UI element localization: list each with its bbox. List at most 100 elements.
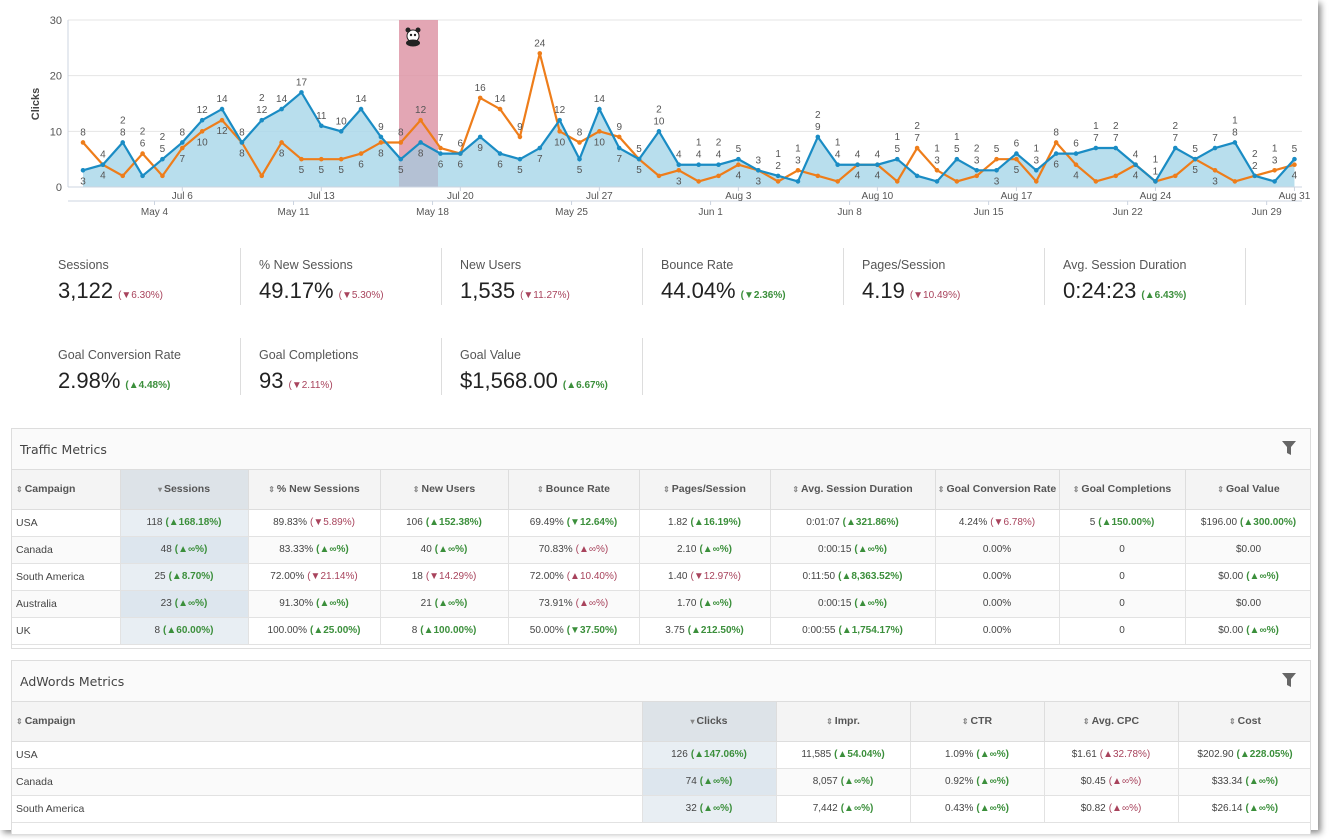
column-header-campaign[interactable]: ⇕ Campaign bbox=[12, 470, 121, 510]
campaign-cell: South America bbox=[12, 794, 643, 823]
kpi-goal-completions: Goal Completions 93 (▼2.11%) bbox=[241, 338, 442, 398]
kpi-label: Goal Value bbox=[460, 348, 521, 362]
column-header-goal-conversion-rate[interactable]: ⇕ Goal Conversion Rate bbox=[934, 470, 1060, 510]
filter-icon[interactable] bbox=[1282, 672, 1296, 688]
cell-value: 21 bbox=[420, 598, 432, 609]
metric-cell: 0:11:50 (▲8,363.52%) bbox=[769, 562, 936, 591]
comparison-x-tick-label: Jun 8 bbox=[837, 207, 862, 218]
kpi--new-sessions: % New Sessions 49.17% (▼5.30%) bbox=[241, 248, 442, 308]
sort-icon: ⇕ bbox=[537, 484, 544, 494]
change-indicator: (▲150.00%) bbox=[1098, 517, 1155, 528]
column-header-goal-completions[interactable]: ⇕ Goal Completions bbox=[1058, 470, 1186, 510]
cell-value: 89.83% bbox=[273, 517, 307, 528]
primary-data-label: 7 bbox=[1093, 133, 1099, 144]
cell-value: 18 bbox=[411, 571, 423, 582]
primary-data-point bbox=[557, 117, 562, 123]
comparison-data-point bbox=[537, 51, 543, 56]
comparison-data-label: 5 bbox=[1192, 165, 1198, 176]
metric-cell: 2.10 (▲∞%) bbox=[638, 535, 771, 564]
primary-data-point bbox=[140, 173, 145, 179]
cell-value: 0:00:15 bbox=[818, 598, 852, 609]
change-indicator: (▲4.48%) bbox=[125, 380, 171, 391]
adwords-metrics-title-bar: AdWords Metrics bbox=[12, 661, 1310, 702]
primary-data-point bbox=[259, 117, 265, 123]
column-header-new-users[interactable]: ⇕ New Users bbox=[379, 470, 509, 510]
column-header-campaign[interactable]: ⇕ Campaign bbox=[12, 702, 643, 742]
primary-data-point bbox=[795, 179, 801, 184]
column-header-avg-cpc[interactable]: ⇕ Avg. CPC bbox=[1043, 702, 1179, 742]
panda-icon[interactable] bbox=[405, 27, 421, 47]
cell-value: 50.00% bbox=[529, 625, 564, 636]
column-header-bounce-rate[interactable]: ⇕ Bounce Rate bbox=[507, 470, 640, 510]
primary-data-label: 3 bbox=[755, 155, 761, 166]
primary-data-point bbox=[458, 151, 463, 156]
comparison-x-tick-label: Jun 29 bbox=[1252, 207, 1282, 218]
primary-data-point bbox=[358, 106, 364, 112]
cell-value: 5 bbox=[1089, 517, 1096, 528]
column-header-impr-[interactable]: ⇕ Impr. bbox=[775, 702, 911, 742]
primary-data-label: 2 bbox=[914, 121, 920, 132]
filter-icon[interactable] bbox=[1282, 440, 1296, 456]
sort-icon: ⇕ bbox=[16, 716, 23, 726]
primary-data-label: 3 bbox=[994, 176, 1000, 187]
column-header-clicks[interactable]: ▾ Clicks bbox=[641, 702, 777, 742]
metric-cell: 73.91% (▲∞%) bbox=[507, 589, 640, 618]
comparison-data-label: 4 bbox=[855, 171, 861, 182]
column-label: Campaign bbox=[24, 714, 76, 727]
change-indicator: (▲32.78%) bbox=[1099, 749, 1151, 760]
column-label: Avg. CPC bbox=[1091, 714, 1140, 727]
table-row[interactable]: USA 126 (▲147.06%) 11,585 (▲54.04%) 1.09% (▲∞%… bbox=[12, 740, 1310, 769]
column-header-ctr[interactable]: ⇕ CTR bbox=[909, 702, 1045, 742]
header-row: ⇕ Campaign ▾ Clicks ⇕ Impr. ⇕ CTR ⇕ Avg. CPC ⇕ Cost bbox=[12, 702, 1310, 742]
metric-cell: 3.75 (▲212.50%) bbox=[638, 616, 771, 645]
column-header-avg-session-duration[interactable]: ⇕ Avg. Session Duration bbox=[769, 470, 936, 510]
y-tick-label: 20 bbox=[50, 71, 62, 83]
comparison-data-point bbox=[180, 145, 185, 151]
cell-value: 48 bbox=[160, 544, 172, 555]
table-row[interactable]: UK 8 (▲60.00%) 100.00% (▲25.00%) 8 (▲100.00%) 5… bbox=[12, 616, 1310, 645]
primary-data-label: 14 bbox=[216, 94, 228, 105]
column-label: Goal Value bbox=[1226, 482, 1280, 495]
divider bbox=[240, 248, 241, 305]
comparison-data-point bbox=[1173, 173, 1178, 179]
primary-data-label: 4 bbox=[1133, 150, 1139, 161]
comparison-data-label: 4 bbox=[1292, 171, 1298, 182]
table-row[interactable]: South America 32 (▲∞%) 7,442 (▲∞%) 0.43% (▲∞%)… bbox=[12, 794, 1310, 823]
primary-data-point bbox=[378, 134, 384, 140]
campaign-cell: UK bbox=[12, 616, 121, 645]
column-header-sessions[interactable]: ▾ Sessions bbox=[119, 470, 249, 510]
primary-data-label: 5 bbox=[1292, 144, 1298, 155]
primary-series-line bbox=[82, 90, 1296, 184]
table-row[interactable]: USA 118 (▲168.18%) 89.83% (▼5.89%) 106 (▲152.3… bbox=[12, 508, 1310, 537]
primary-data-point bbox=[855, 162, 860, 168]
table-row[interactable]: Australia 23 (▲∞%) 91.30% (▲∞%) 21 (▲∞%) 73.91%… bbox=[12, 589, 1310, 618]
primary-data-point bbox=[219, 106, 225, 112]
primary-data-label: 3 bbox=[80, 176, 86, 187]
comparison-data-label: 5 bbox=[1014, 165, 1020, 176]
comparison-data-point bbox=[338, 156, 344, 162]
comparison-data-label: 1 bbox=[894, 132, 900, 143]
primary-data-point bbox=[875, 162, 880, 168]
primary-x-tick-label: Jul 27 bbox=[586, 191, 613, 202]
table-row[interactable]: Canada 74 (▲∞%) 8,057 (▲∞%) 0.92% (▲∞%) $0.45 (▲… bbox=[12, 767, 1310, 796]
metric-cell: 48 (▲∞%) bbox=[119, 535, 249, 564]
primary-data-label: 3 bbox=[1033, 155, 1039, 166]
column-header-pages-session[interactable]: ⇕ Pages/Session bbox=[638, 470, 771, 510]
table-row[interactable]: Canada 48 (▲∞%) 83.33% (▲∞%) 40 (▲∞%) 70.83% (▲∞… bbox=[12, 535, 1310, 564]
column-header--new-sessions[interactable]: ⇕% New Sessions bbox=[247, 470, 381, 510]
cell-value: 126 bbox=[671, 749, 688, 760]
comparison-data-point bbox=[80, 140, 86, 145]
primary-data-label: 12 bbox=[256, 105, 268, 116]
primary-data-label: 7 bbox=[616, 154, 622, 165]
primary-data-label: 11 bbox=[316, 111, 327, 122]
primary-data-label: 5 bbox=[636, 144, 642, 155]
metric-cell: $0.00 (▲∞%) bbox=[1184, 562, 1310, 591]
primary-data-label: 5 bbox=[894, 144, 900, 155]
comparison-data-point bbox=[438, 145, 443, 151]
table-row[interactable]: South America 25 (▲8.70%) 72.00% (▼21.14%) 18… bbox=[12, 562, 1310, 591]
primary-data-point bbox=[1252, 173, 1258, 179]
cell-value: 0.00% bbox=[982, 544, 1012, 555]
column-header-goal-value[interactable]: ⇕ Goal Value bbox=[1184, 470, 1310, 510]
column-header-cost[interactable]: ⇕ Cost bbox=[1177, 702, 1310, 742]
metric-cell: $202.90 (▲228.05%) bbox=[1177, 740, 1310, 769]
